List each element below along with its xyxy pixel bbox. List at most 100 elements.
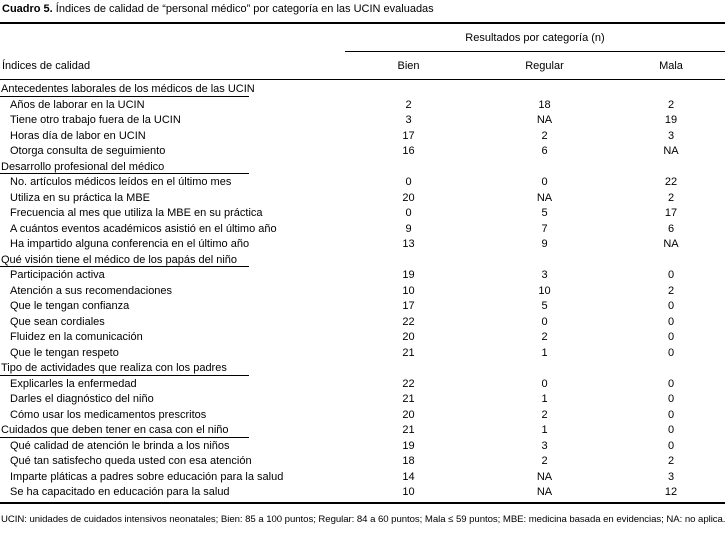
cell-mala: 0 bbox=[667, 300, 675, 312]
bottom-rule bbox=[0, 502, 725, 504]
table-row: Frecuencia al mes que utiliza la MBE en … bbox=[0, 206, 725, 222]
cell-bien: 0 bbox=[405, 207, 412, 219]
row-label: Que le tengan respeto bbox=[10, 346, 119, 359]
cell-regular: 1 bbox=[541, 424, 548, 436]
cell-mala: 0 bbox=[667, 377, 675, 390]
cell-regular: 1 bbox=[541, 346, 548, 359]
cell-bien: 10 bbox=[402, 284, 415, 297]
cell-regular: 0 bbox=[541, 315, 548, 328]
table-row: Tiene otro trabajo fuera de la UCIN 3 NA 19 bbox=[0, 113, 725, 129]
cell-bien: 20 bbox=[402, 408, 415, 421]
section-row: Desarrollo profesional del médico bbox=[0, 160, 725, 176]
cell-bien: 20 bbox=[402, 331, 415, 343]
table-row: Qué calidad de atención le brinda a los … bbox=[0, 439, 725, 455]
table-row: Explicarles la enfermedad 22 0 0 bbox=[0, 377, 725, 393]
row-label: Antecedentes laborales de los médicos de… bbox=[0, 83, 255, 97]
row-label: Cómo usar los medicamentos prescritos bbox=[10, 408, 207, 421]
results-group-header: Resultados por categoría (n) bbox=[345, 24, 725, 52]
row-label: Se ha capacitado en educación para la sa… bbox=[10, 486, 230, 498]
row-label: Ha impartido alguna conferencia en el úl… bbox=[10, 238, 250, 250]
table-row: Otorga consulta de seguimiento 16 6 NA bbox=[0, 144, 725, 160]
table-row: A cuántos eventos académicos asistió en … bbox=[0, 222, 725, 238]
row-label: Desarrollo profesional del médico bbox=[0, 160, 345, 176]
row-label: Fluidez en la comunicación bbox=[10, 331, 143, 343]
cell-bien: 22 bbox=[402, 315, 415, 328]
cell-bien: 20 bbox=[402, 191, 415, 204]
cell-mala: 3 bbox=[667, 129, 675, 142]
table-body: Antecedentes laborales de los médicos de… bbox=[0, 82, 725, 501]
row-label: Qué visión tiene el médico de los papás … bbox=[0, 253, 345, 269]
row-label: Horas día de labor en UCIN bbox=[10, 129, 146, 142]
cell-bien: 21 bbox=[402, 424, 415, 436]
cell-regular: 2 bbox=[541, 331, 548, 343]
table-row: Qué tan satisfecho queda usted con esa a… bbox=[0, 454, 725, 470]
row-label: Otorga consulta de seguimiento bbox=[10, 145, 166, 157]
section-row: Tipo de actividades que realiza con los … bbox=[0, 361, 725, 377]
index-column-header: Índices de calidad bbox=[2, 59, 91, 72]
cell-bien bbox=[345, 361, 472, 377]
cell-bien: 19 bbox=[402, 269, 415, 281]
table-row: Horas día de labor en UCIN 17 2 3 bbox=[0, 129, 725, 145]
cell-bien: 22 bbox=[402, 377, 415, 390]
column-headers-row: Índices de calidad Bien Regular Mala bbox=[0, 52, 725, 79]
header-rule bbox=[0, 79, 725, 80]
cell-mala: 0 bbox=[667, 331, 675, 343]
cell-mala bbox=[617, 82, 725, 98]
cell-bien: 21 bbox=[402, 393, 415, 405]
cell-bien: 16 bbox=[402, 145, 415, 157]
table-row: Imparte pláticas a padres sobre educació… bbox=[0, 470, 725, 486]
row-label: Que sean cordiales bbox=[10, 315, 105, 328]
table-number-label: Cuadro 5. bbox=[2, 3, 53, 15]
cell-mala: 2 bbox=[667, 98, 675, 111]
cell-mala bbox=[617, 253, 725, 269]
table-row: Darles el diagnóstico del niño 21 1 0 bbox=[0, 392, 725, 408]
table-row: Que le tengan respeto 21 1 0 bbox=[0, 346, 725, 362]
cell-bien: 21 bbox=[402, 346, 415, 359]
row-label: Explicarles la enfermedad bbox=[10, 377, 137, 390]
table-row: Fluidez en la comunicación 20 2 0 bbox=[0, 330, 725, 346]
cell-regular: 0 bbox=[541, 377, 548, 390]
cell-mala: 0 bbox=[667, 439, 675, 452]
cell-mala: 3 bbox=[667, 470, 675, 483]
cell-bien bbox=[345, 160, 472, 176]
cell-mala: NA bbox=[663, 238, 679, 250]
table-title-text: Índices de calidad de “personal médico” … bbox=[55, 3, 434, 15]
cell-regular bbox=[472, 82, 617, 98]
column-header-mala: Mala bbox=[659, 59, 683, 72]
cell-mala: 0 bbox=[667, 424, 675, 436]
cell-bien bbox=[345, 253, 472, 269]
cell-mala: 17 bbox=[664, 207, 678, 219]
cell-regular: 0 bbox=[541, 176, 548, 188]
cell-regular: 2 bbox=[541, 455, 548, 467]
table-row: No. artículos médicos leídos en el últim… bbox=[0, 175, 725, 191]
cell-regular: 9 bbox=[541, 238, 548, 250]
cell-mala: 6 bbox=[667, 222, 675, 235]
section-underline bbox=[0, 436, 249, 438]
column-header-regular: Regular bbox=[525, 59, 564, 72]
row-label: Tipo de actividades que realiza con los … bbox=[0, 361, 345, 377]
table-title: Cuadro 5. Índices de calidad de “persona… bbox=[2, 3, 434, 16]
row-label: No. artículos médicos leídos en el últim… bbox=[10, 176, 232, 188]
table-row: Ha impartido alguna conferencia en el úl… bbox=[0, 237, 725, 253]
row-label: A cuántos eventos académicos asistió en … bbox=[10, 222, 277, 235]
cell-regular: 6 bbox=[541, 145, 548, 157]
row-label: Utiliza en su práctica la MBE bbox=[10, 191, 150, 204]
cell-regular: 7 bbox=[541, 222, 548, 235]
table-row: Utiliza en su práctica la MBE 20 NA 2 bbox=[0, 191, 725, 207]
cell-mala: 2 bbox=[667, 284, 675, 297]
cell-bien: 14 bbox=[402, 470, 415, 483]
cell-regular: NA bbox=[536, 486, 553, 498]
cell-regular: 2 bbox=[541, 408, 548, 421]
table-row: Atención a sus recomendaciones 10 10 2 bbox=[0, 284, 725, 300]
section-row: Antecedentes laborales de los médicos de… bbox=[0, 82, 725, 98]
cell-bien bbox=[345, 82, 472, 98]
cell-regular: 3 bbox=[541, 269, 548, 281]
cell-regular: 1 bbox=[541, 393, 548, 405]
cell-regular bbox=[472, 160, 617, 176]
cell-mala: 0 bbox=[667, 315, 675, 328]
cell-bien: 17 bbox=[402, 129, 415, 142]
cell-bien: 9 bbox=[405, 222, 412, 235]
row-label: Darles el diagnóstico del niño bbox=[10, 393, 154, 405]
cell-regular: 5 bbox=[541, 207, 548, 219]
